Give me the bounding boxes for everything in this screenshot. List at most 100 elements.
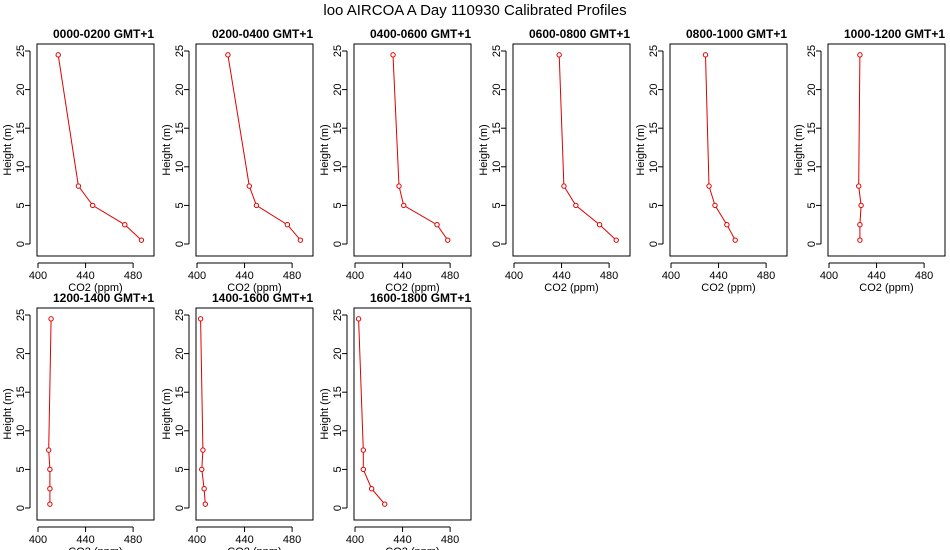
x-tick-label: 440 <box>76 534 94 546</box>
y-tick-label: 20 <box>806 83 818 95</box>
y-tick-label: 10 <box>806 161 818 173</box>
y-tick-label: 20 <box>174 347 186 359</box>
y-tick-label: 10 <box>174 425 186 437</box>
data-point <box>47 466 53 473</box>
x-tick-label: 400 <box>188 270 206 282</box>
data-point <box>856 183 862 189</box>
y-axis-label: Height (m) <box>478 124 490 175</box>
profile-line <box>705 54 736 241</box>
profile-line <box>57 54 142 241</box>
y-axis-label: Height (m) <box>2 388 14 439</box>
y-axis-label: Height (m) <box>319 124 331 175</box>
y-tick-label: 15 <box>332 122 344 134</box>
x-tick-label: 400 <box>346 270 364 282</box>
x-axis-label: CO2 (ppm) <box>68 546 122 550</box>
x-tick-label: 400 <box>346 534 364 546</box>
y-axis-label: Height (m) <box>793 124 805 175</box>
y-tick-label: 15 <box>15 386 27 398</box>
y-tick-label: 15 <box>491 122 503 134</box>
data-point <box>55 52 61 58</box>
panel-title: 0400-0600 GMT+1 <box>370 27 471 41</box>
y-tick-label: 25 <box>806 45 818 57</box>
plot-frame <box>669 43 788 257</box>
data-point <box>246 183 253 189</box>
y-tick-label: 5 <box>491 202 503 208</box>
profile-line <box>558 54 617 241</box>
y-tick-label: 0 <box>174 241 186 247</box>
data-point <box>199 466 205 473</box>
data-point <box>225 52 231 58</box>
y-tick-label: 10 <box>332 425 344 437</box>
data-point <box>47 501 53 507</box>
y-tick-label: 5 <box>806 202 818 208</box>
data-point <box>706 183 712 189</box>
y-tick-label: 5 <box>15 466 27 472</box>
plot-frame <box>36 43 155 257</box>
x-tick-label: 480 <box>441 534 459 546</box>
y-tick-label: 0 <box>332 241 344 247</box>
panel-title: 0000-0200 GMT+1 <box>53 27 154 41</box>
y-tick-label: 10 <box>174 161 186 173</box>
x-tick-label: 440 <box>393 534 411 546</box>
x-tick-label: 440 <box>393 270 411 282</box>
x-tick-label: 440 <box>552 270 570 282</box>
y-tick-label: 0 <box>15 505 27 511</box>
profile-line <box>48 318 52 505</box>
figure-title: loo AIRCOA A Day 110930 Calibrated Profi… <box>323 2 627 19</box>
y-tick-label: 15 <box>648 122 660 134</box>
x-tick-label: 400 <box>505 270 523 282</box>
data-point <box>445 237 451 243</box>
data-point <box>857 237 863 243</box>
y-axis-label: Height (m) <box>2 124 14 175</box>
y-axis-label: Height (m) <box>635 124 647 175</box>
x-tick-label: 480 <box>283 270 301 282</box>
x-tick-label: 480 <box>600 270 618 282</box>
data-point <box>596 222 603 228</box>
x-tick-label: 400 <box>29 270 47 282</box>
data-point <box>360 466 367 473</box>
x-axis-label: CO2 (ppm) <box>859 282 913 294</box>
x-axis-label: CO2 (ppm) <box>385 282 439 294</box>
y-tick-label: 0 <box>806 241 818 247</box>
x-tick-label: 440 <box>709 270 727 282</box>
y-tick-label: 25 <box>648 45 660 57</box>
data-point <box>75 183 82 189</box>
panel-title: 1400-1600 GMT+1 <box>212 291 313 305</box>
y-tick-label: 15 <box>174 122 186 134</box>
x-tick-label: 480 <box>124 270 142 282</box>
y-tick-label: 10 <box>491 161 503 173</box>
x-axis-label: CO2 (ppm) <box>544 282 598 294</box>
y-tick-label: 0 <box>332 505 344 511</box>
y-tick-label: 20 <box>491 83 503 95</box>
x-axis-label: CO2 (ppm) <box>701 282 755 294</box>
y-axis-label: Height (m) <box>161 388 173 439</box>
x-tick-label: 400 <box>188 534 206 546</box>
data-point <box>297 237 304 243</box>
x-tick-label: 480 <box>283 534 301 546</box>
y-tick-label: 5 <box>174 466 186 472</box>
x-tick-label: 400 <box>662 270 680 282</box>
panel-title: 1000-1200 GMT+1 <box>844 27 945 41</box>
data-point <box>724 222 730 228</box>
y-tick-label: 20 <box>174 83 186 95</box>
data-point <box>858 202 864 209</box>
x-tick-label: 440 <box>76 270 94 282</box>
panel-title: 0200-0400 GMT+1 <box>212 27 313 41</box>
x-tick-label: 440 <box>867 270 885 282</box>
data-point <box>47 486 53 492</box>
data-point <box>434 222 440 228</box>
data-point <box>201 486 207 492</box>
data-point <box>382 501 388 507</box>
data-point <box>561 183 567 189</box>
panel-title: 1200-1400 GMT+1 <box>53 291 154 305</box>
data-point <box>396 183 402 189</box>
y-tick-label: 15 <box>332 386 344 398</box>
y-tick-label: 5 <box>332 466 344 472</box>
data-point <box>368 486 375 492</box>
x-axis-label: CO2 (ppm) <box>227 546 281 550</box>
y-tick-label: 15 <box>174 386 186 398</box>
x-axis-label: CO2 (ppm) <box>385 546 439 550</box>
plot-frame <box>195 307 314 521</box>
x-tick-label: 480 <box>915 270 933 282</box>
profile-line <box>858 54 862 241</box>
